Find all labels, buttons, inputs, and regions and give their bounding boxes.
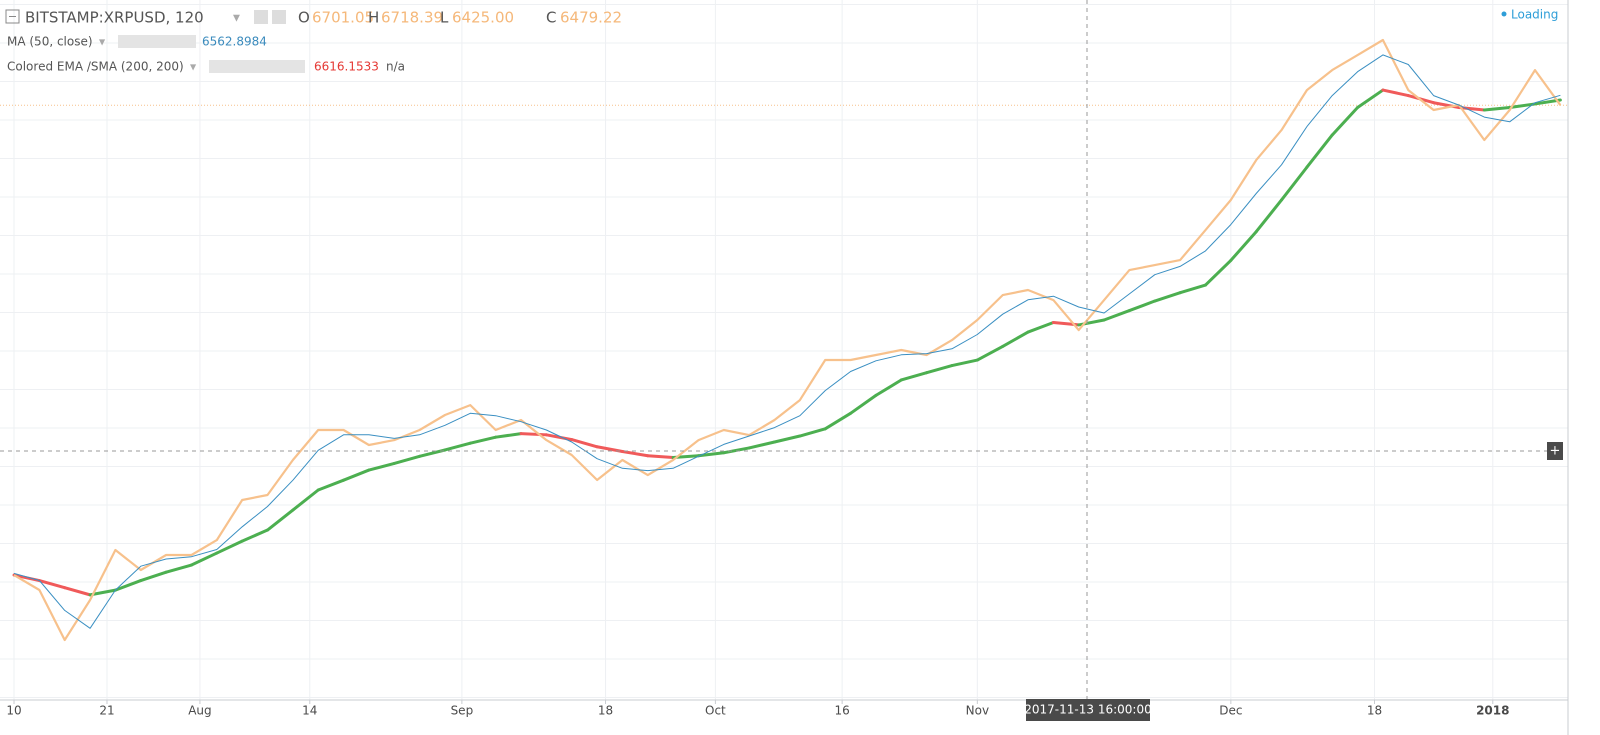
x-tick-label: 10 — [6, 704, 21, 718]
ma-value: 6562.8984 — [202, 35, 267, 49]
ema-segment — [1457, 106, 1486, 112]
ema-segment — [1280, 165, 1309, 202]
x-tick-label: Sep — [451, 704, 474, 718]
ema-segment — [798, 427, 827, 438]
x-tick-label: Oct — [705, 704, 726, 718]
ma-line — [13, 54, 1561, 629]
ema-segment — [1356, 88, 1385, 110]
status: Loading — [1511, 8, 1558, 22]
ema-segment — [291, 488, 320, 512]
ema-segment — [494, 432, 523, 439]
ema-segment — [113, 579, 143, 592]
ema-segment — [1178, 283, 1207, 295]
x-tick-label: 18 — [1367, 704, 1382, 718]
ema-segment — [773, 434, 802, 444]
ema-segment — [646, 454, 675, 460]
ema-segment — [240, 528, 270, 543]
collapse-icon[interactable] — [5, 9, 20, 24]
ema-segment — [1381, 88, 1410, 98]
price-line — [13, 38, 1562, 642]
ema-segment — [342, 468, 371, 482]
x-tick-label: Nov — [966, 704, 989, 718]
ema-segment — [570, 438, 599, 449]
ema-value: 6616.1533 — [314, 60, 379, 74]
ema-segment — [266, 508, 295, 532]
ema-segment — [1203, 258, 1233, 287]
ema-segment — [37, 579, 67, 590]
crosshair-label-box — [1026, 699, 1150, 721]
ema-segment — [899, 371, 929, 382]
plus-icon[interactable]: + — [1550, 444, 1561, 459]
ema-segment — [519, 432, 548, 437]
ema-segment — [1229, 230, 1258, 262]
ema-segment — [849, 393, 878, 415]
ma-arrow[interactable]: ▼ — [99, 38, 106, 47]
ema-segment — [950, 358, 979, 368]
ema-extra: n/a — [386, 60, 405, 74]
ema-icons[interactable] — [209, 60, 305, 73]
ema-segment — [63, 586, 92, 597]
ema-segment — [367, 461, 396, 472]
l-value: 6425.00 — [452, 9, 514, 27]
ema-segment — [1482, 106, 1512, 112]
c-value: 6479.22 — [560, 9, 622, 27]
ema-segment — [1330, 106, 1360, 137]
ema-segment — [1001, 330, 1030, 348]
ema-segment — [468, 435, 498, 445]
ema-segment — [189, 551, 219, 567]
status-dot — [1501, 11, 1507, 17]
ema-segment — [139, 570, 168, 583]
l-label: L — [440, 9, 449, 27]
ma-icons[interactable] — [118, 35, 196, 48]
ema-segment — [1254, 198, 1284, 234]
x-tick-label: 2018 — [1476, 704, 1509, 718]
x-tick-label: 14 — [302, 704, 317, 718]
ema-arrow[interactable]: ▼ — [190, 63, 197, 72]
settings-icon[interactable] — [272, 10, 286, 24]
plot — [0, 0, 1568, 700]
ema-segment — [722, 446, 751, 455]
o-value: 6701.05 — [312, 9, 374, 27]
eye-icon[interactable] — [254, 10, 268, 24]
ema-segment — [1508, 102, 1537, 110]
ema-segment — [392, 454, 422, 465]
ema-segment — [1153, 291, 1182, 303]
ema-segment — [747, 440, 777, 450]
x-axis-labels: 10 21 Aug 14 Sep 18 Oct 16 Nov Dec 18 2018 — [6, 700, 1509, 718]
ema-segment — [164, 563, 193, 574]
h-label: H — [368, 9, 379, 27]
grid-background — [0, 0, 1568, 700]
ema-segment — [1102, 309, 1131, 322]
ema-segment — [823, 411, 853, 431]
ema-segment — [874, 378, 903, 397]
ema-segment — [1026, 321, 1055, 334]
crosshair-plus[interactable] — [1547, 442, 1563, 460]
ema-segment — [1127, 299, 1157, 313]
ma-name[interactable]: MA (50, close) — [7, 35, 93, 49]
ema-segment — [696, 451, 726, 458]
h-value: 6718.39 — [381, 9, 443, 27]
ema-segment — [316, 478, 346, 492]
o-label: O — [298, 9, 310, 27]
ema-name[interactable]: Colored EMA /SMA (200, 200) — [7, 60, 184, 74]
symbol-arrow[interactable]: ▼ — [233, 14, 240, 24]
ema-segment — [975, 344, 1005, 362]
c-label: C — [546, 9, 556, 27]
symbol[interactable]: BITSTAMP:XRPUSD, 120 — [25, 9, 204, 27]
ema-segment — [1305, 133, 1334, 169]
ema-segment — [925, 364, 954, 375]
ema-segment — [215, 539, 244, 555]
ema-segment — [620, 450, 650, 458]
x-tick-label: 21 — [99, 704, 114, 718]
ema-segment — [443, 441, 472, 452]
x-tick-label: 18 — [598, 704, 613, 718]
x-tick-label: Aug — [188, 704, 211, 718]
ema-segment — [544, 433, 574, 442]
x-tick-label: 16 — [834, 704, 849, 718]
x-tick-label: Dec — [1219, 704, 1242, 718]
crosshair-label: 2017-11-13 16:00:00 — [1024, 703, 1151, 717]
